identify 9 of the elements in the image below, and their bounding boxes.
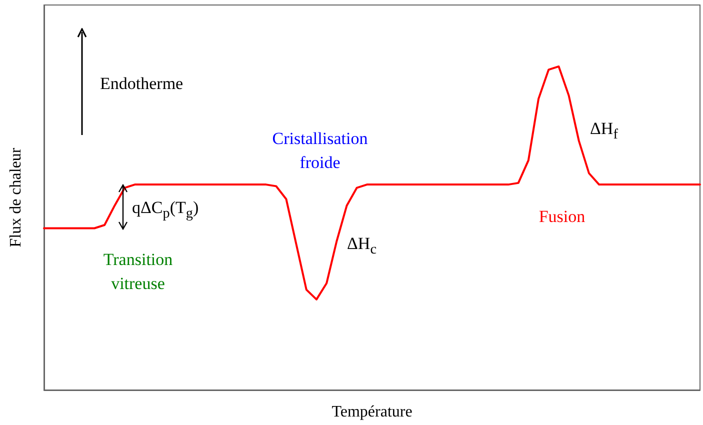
annotation: Fusion — [538, 206, 586, 228]
y-axis-title: Flux de chaleur — [8, 147, 24, 248]
annotation: qΔC$_{p}$(T$_{g}$) — [132, 197, 199, 224]
annotation: ΔH$_{f}$ — [590, 118, 618, 144]
x-axis-title: Température — [332, 404, 412, 420]
annotation: Cristallisation froide — [272, 128, 368, 174]
annotation: ΔH$_{c}$ — [347, 233, 377, 260]
annotation: Transition vitreuse — [103, 249, 173, 295]
annotation: Endotherme — [100, 73, 184, 95]
